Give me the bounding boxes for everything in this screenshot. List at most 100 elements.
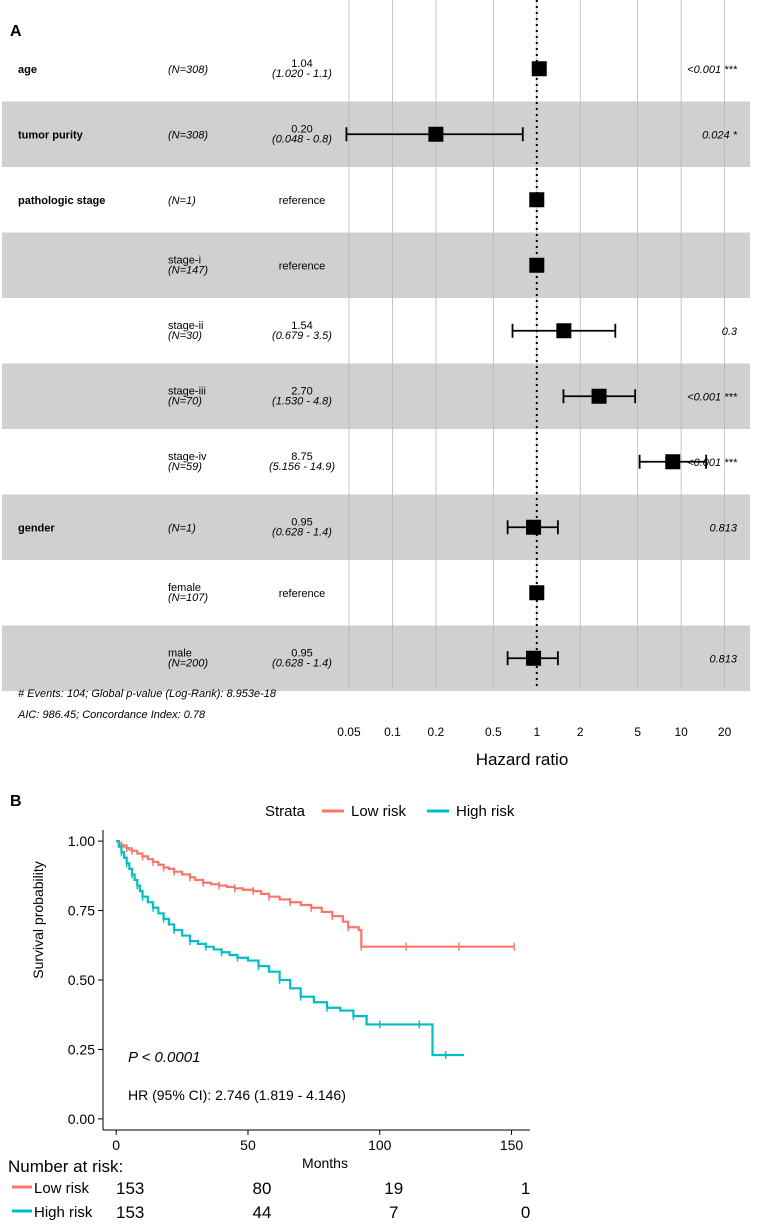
row-variable: gender	[18, 522, 55, 534]
risk-count: 153	[116, 1179, 144, 1198]
km-x-axis-title: Months	[302, 1155, 348, 1171]
row-ci: (0.048 - 0.8)	[272, 133, 332, 145]
panel-a-label: A	[10, 23, 22, 40]
row-ci: (0.679 - 3.5)	[272, 330, 332, 342]
row-ci: (0.628 - 1.4)	[272, 526, 332, 538]
row-band	[2, 232, 750, 298]
risk-count: 80	[253, 1179, 272, 1198]
row-hr: reference	[279, 588, 325, 600]
row-n: (N=308)	[168, 129, 208, 141]
km-axes: 0.00 0.25 0.50 0.75 1.00 0 50 100 150	[68, 830, 530, 1153]
forest-x-axis-title: Hazard ratio	[476, 750, 569, 769]
row-ci: (1.020 - 1.1)	[272, 68, 332, 80]
y-tick-label: 0.25	[68, 1041, 95, 1057]
legend-label-high-risk: High risk	[456, 803, 515, 820]
legend-label-low-risk: Low risk	[351, 803, 407, 820]
footnote-events: # Events: 104; Global p-value (Log-Rank)…	[18, 688, 277, 700]
risk-row-label: Low risk	[34, 1180, 90, 1197]
risk-count: 153	[116, 1203, 144, 1222]
hr-annotation: HR (95% CI): 2.746 (1.819 - 4.146)	[128, 1087, 346, 1103]
row-n: (N=200)	[168, 657, 208, 669]
x-tick-label: 0	[112, 1137, 120, 1153]
row-bands	[2, 101, 750, 691]
x-tick-label: 0.1	[384, 725, 401, 739]
km-curves	[116, 840, 515, 1059]
risk-count: 19	[384, 1179, 403, 1198]
hr-point	[428, 126, 444, 142]
row-variable: pathologic stage	[18, 195, 105, 207]
row-variable: tumor purity	[18, 129, 84, 141]
row-level: stage-ii	[168, 320, 203, 332]
row-n: (N=1)	[168, 522, 196, 534]
row-p-value: 0.813	[709, 653, 737, 665]
x-tick-label: 1	[533, 725, 540, 739]
km-plot: B Strata Low risk High risk Survival pro…	[8, 793, 530, 1222]
hr-point	[591, 388, 607, 404]
row-hr: reference	[279, 195, 325, 207]
forest-plot: A age (N=308) 1.04(1.020 - 1.1) <0.001 *** t…	[2, 0, 750, 769]
hr-point	[665, 454, 681, 470]
row-p-value: <0.001 ***	[687, 391, 738, 403]
footnote-aic: AIC: 986.45; Concordance Index: 0.78	[17, 709, 206, 721]
row-level: stage-i	[168, 254, 201, 266]
x-tick-label: 150	[500, 1137, 524, 1153]
row-n: (N=70)	[168, 395, 202, 407]
hr-point	[529, 192, 545, 208]
row-p-value: <0.001 ***	[687, 457, 738, 469]
hr-point	[529, 257, 545, 273]
forest-marks	[345, 61, 708, 666]
row-p-value: 0.024 *	[702, 129, 738, 141]
km-curve-high-risk	[116, 840, 465, 1057]
hr-point	[529, 585, 545, 601]
row-level: stage-iv	[168, 451, 207, 463]
row-p-value: <0.001 ***	[687, 64, 738, 76]
x-tick-label: 0.2	[428, 725, 445, 739]
x-tick-label: 50	[240, 1137, 256, 1153]
forest-gridlines	[348, 0, 725, 688]
row-hr: 0.20	[291, 123, 312, 135]
row-hr: 0.95	[291, 647, 312, 659]
hr-point	[531, 61, 547, 77]
row-n: (N=1)	[168, 195, 196, 207]
x-tick-label: 0.05	[337, 725, 361, 739]
km-y-axis-title: Survival probability	[30, 861, 46, 979]
y-tick-label: 0.75	[68, 903, 95, 919]
panel-b-label: B	[10, 793, 22, 810]
row-n: (N=147)	[168, 264, 208, 276]
row-hr: 1.04	[291, 58, 312, 70]
hr-point	[526, 519, 542, 535]
hr-point	[526, 650, 542, 666]
row-band	[2, 625, 750, 691]
row-ci: (0.628 - 1.4)	[272, 657, 332, 669]
x-tick-label: 2	[577, 725, 584, 739]
forest-row-labels: age (N=308) 1.04(1.020 - 1.1) <0.001 *** tum…	[18, 58, 738, 670]
row-hr: 1.54	[291, 320, 312, 332]
row-level: stage-iii	[168, 385, 206, 397]
row-level: male	[168, 647, 192, 659]
row-p-value: 0.813	[709, 522, 737, 534]
risk-count: 1	[521, 1179, 530, 1198]
x-tick-label: 0.5	[485, 725, 502, 739]
y-tick-label: 0.50	[68, 972, 95, 988]
hr-point	[556, 323, 572, 339]
x-tick-label: 5	[634, 725, 641, 739]
row-hr: 8.75	[291, 451, 312, 463]
x-tick-label: 20	[718, 725, 732, 739]
x-tick-label: 100	[368, 1137, 392, 1153]
row-n: (N=59)	[168, 461, 202, 473]
row-n: (N=308)	[168, 64, 208, 76]
p-value-annotation: P < 0.0001	[128, 1049, 200, 1066]
row-n: (N=107)	[168, 592, 208, 604]
row-level: female	[168, 582, 201, 594]
row-variable: age	[18, 64, 37, 76]
risk-table: Low risk 153 80 19 1 High risk 153 44 7 0	[12, 1179, 530, 1222]
x-tick-label: 10	[674, 725, 688, 739]
forest-x-ticks: 0.05 0.1 0.2 0.5 1 2 5 10 20	[337, 725, 731, 739]
y-tick-label: 0.00	[68, 1111, 95, 1127]
risk-count: 44	[253, 1203, 272, 1222]
risk-count: 0	[521, 1203, 530, 1222]
row-p-value: 0.3	[722, 326, 738, 338]
risk-row-label: High risk	[34, 1204, 93, 1221]
row-hr: 2.70	[291, 385, 312, 397]
